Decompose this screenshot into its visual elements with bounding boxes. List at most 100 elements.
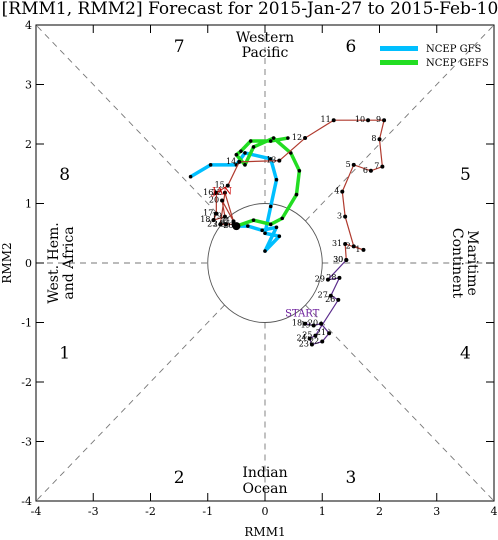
observed-red-point [224, 222, 229, 227]
observed-red-point [382, 118, 387, 123]
observed-red-point [211, 218, 216, 223]
observed-red-day-label: 13 [266, 156, 276, 165]
observed-purple-day-label: 29 [315, 275, 325, 284]
observed-red-point [377, 137, 382, 142]
forecast-point [268, 139, 273, 143]
forecast-point [268, 204, 273, 209]
observed-purple-point [336, 297, 341, 302]
observed-red-day-label: 23 [207, 219, 217, 228]
observed-purple-day-label: 27 [318, 291, 328, 300]
observed-red-point [214, 211, 219, 216]
phase-number-1: 1 [59, 343, 70, 363]
observed-red-point [380, 164, 385, 169]
forecast-point [271, 136, 276, 140]
observed-red-day-label: 21 [220, 216, 230, 225]
observed-red-point [218, 222, 223, 227]
observed-end-marker [232, 222, 241, 231]
y-tick-label: 1 [25, 198, 32, 211]
observed-red-day-label: 18 [200, 215, 210, 224]
x-tick-label: -1 [202, 505, 213, 518]
x-tick-label: 4 [491, 505, 498, 518]
observed-red-day-label: 5 [346, 160, 351, 169]
x-tick-label: -4 [31, 505, 42, 518]
observed-red-point [351, 162, 356, 167]
region-left-line1: West. Hem. [46, 222, 62, 303]
legend-gefs-label: NCEP GEFS [426, 58, 489, 69]
observed-purple-day-label: 21 [316, 328, 326, 337]
y-tick-label: 2 [25, 138, 32, 151]
observed-red-point [222, 214, 227, 219]
annotations: START JAN [211, 187, 320, 320]
y-tick-label: -1 [21, 317, 32, 330]
forecast-point [263, 249, 267, 253]
observed-red-day-label: 14 [226, 157, 236, 166]
observed-purple-point [313, 333, 318, 338]
phase-number-4: 4 [460, 343, 471, 363]
observed-purple-day-label: 20 [308, 319, 318, 328]
x-tick-label: 2 [376, 505, 383, 518]
observed-red-day-label: 12 [292, 133, 302, 142]
y-tick-label: -2 [21, 376, 32, 389]
legend: NCEP GFS NCEP GEFS [380, 44, 489, 69]
forecast-point [251, 145, 256, 149]
observed-purple-day-label: 23 [299, 340, 309, 349]
observed-red-point [231, 219, 236, 224]
observed-red-point [222, 190, 227, 195]
region-top-line1: Western [236, 30, 294, 46]
observed-red-point [344, 258, 349, 263]
x-axis-label: RMM1 [244, 525, 285, 539]
observed-red-day-label: 11 [321, 115, 331, 124]
x-tick-label: 0 [262, 505, 269, 518]
forecast-point [274, 177, 279, 182]
legend-gfs-label: NCEP GFS [426, 44, 482, 55]
observed-red-day-label: 2 [346, 241, 351, 250]
observed-red-point [351, 244, 356, 249]
observed-red-day-label: 25 [220, 219, 230, 228]
phase-number-8: 8 [59, 165, 70, 185]
region-left-line2: and Africa [61, 226, 77, 299]
unit-circle [207, 203, 323, 323]
observed-red-day-label: 16 [203, 188, 213, 197]
observed-red-day-label: 10 [355, 115, 365, 124]
observed-red-point [237, 159, 242, 164]
forecast-point [188, 174, 193, 179]
forecast-point [234, 152, 239, 157]
observed-red-day-label: 4 [334, 187, 339, 196]
observed-purple-day-label: 28 [326, 273, 336, 282]
x-tick-label: 1 [319, 505, 326, 518]
observed-red-day-label: 26 [223, 221, 233, 230]
observed-red-point [277, 158, 282, 163]
observed-purple-point [320, 339, 325, 344]
observed-red-day-label: 9 [376, 115, 381, 124]
observed-red-day-label: 15 [215, 181, 225, 190]
forecast-point [286, 136, 290, 140]
observed-red-point [220, 198, 225, 203]
observed-purple-point [307, 336, 312, 341]
observed-purple-day-label: 18 [292, 319, 302, 328]
forecast-line-0 [189, 151, 282, 253]
legend-gfs-swatch [380, 46, 418, 51]
observed-red-point [340, 189, 345, 194]
region-top-line2: Pacific [242, 45, 289, 61]
observed-purple-day-label: 25 [302, 331, 312, 340]
annotation-start: START [285, 309, 320, 320]
observed-purple-day-label: 30 [333, 255, 343, 264]
observed-red-point [225, 183, 230, 188]
y-tick-label: 0 [25, 257, 32, 270]
forecast-point [208, 163, 213, 167]
forecast-point [239, 149, 243, 153]
forecast-point [274, 225, 279, 230]
forecast-point [246, 224, 250, 228]
chart-title: [RMM1, RMM2] Forecast for 2015-Jan-27 to… [2, 0, 498, 19]
forecast-point [251, 218, 256, 222]
forecast-point [243, 151, 247, 155]
region-right-line2: Continent [449, 228, 465, 299]
forecast-point [268, 222, 273, 227]
observed-purple-day-label: 24 [296, 334, 306, 343]
forecast-point [260, 228, 264, 233]
x-tick-label: -2 [145, 505, 156, 518]
observed-red-day-label: 8 [371, 134, 376, 143]
